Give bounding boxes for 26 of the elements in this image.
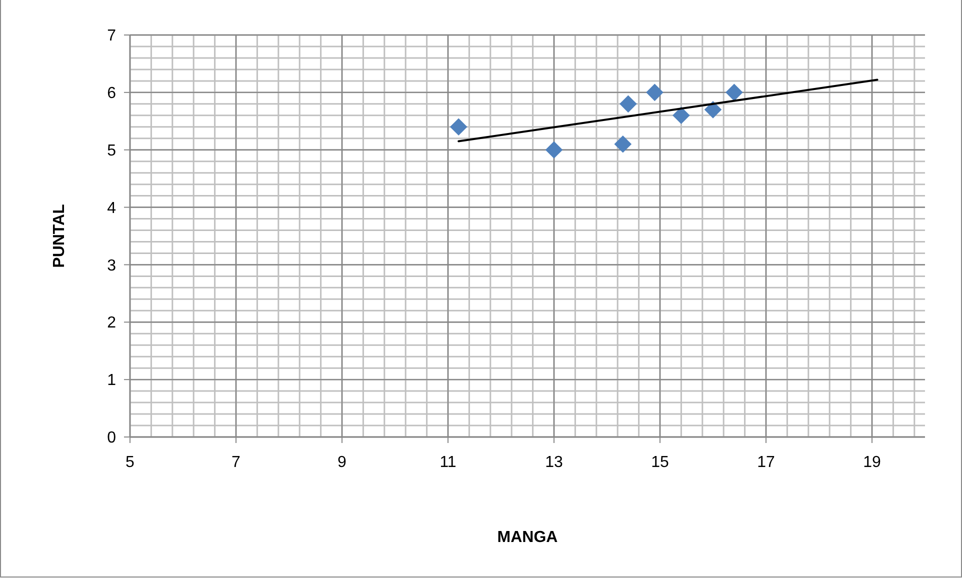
x-tick-label: 19 [863,454,881,471]
x-tick-label: 15 [651,454,669,471]
x-tick-label: 7 [232,454,241,471]
point [726,84,743,102]
point [450,118,468,136]
y-tick-label: 5 [107,142,116,160]
point [646,84,664,102]
y-tick-label: 0 [107,430,116,447]
y-tick-label: 1 [107,372,116,390]
x-tick-label: 9 [338,454,347,471]
x-tick-label: 17 [757,454,775,471]
y-tick-label: 2 [107,314,116,332]
y-tick-label: 6 [107,85,116,102]
point [620,95,637,113]
point [672,106,690,124]
y-tick-label: 4 [107,200,116,217]
y-axis-title: PUNTAL [51,204,68,268]
x-tick-label: 11 [440,454,456,471]
x-tick-label: 5 [126,454,135,471]
point [545,141,563,159]
y-tick-label: 3 [107,257,116,274]
x-tick-label: 13 [545,454,563,471]
point [614,135,632,153]
x-axis-title: MANGA [497,529,558,546]
point [704,100,722,118]
y-tick-label: 7 [107,28,116,45]
